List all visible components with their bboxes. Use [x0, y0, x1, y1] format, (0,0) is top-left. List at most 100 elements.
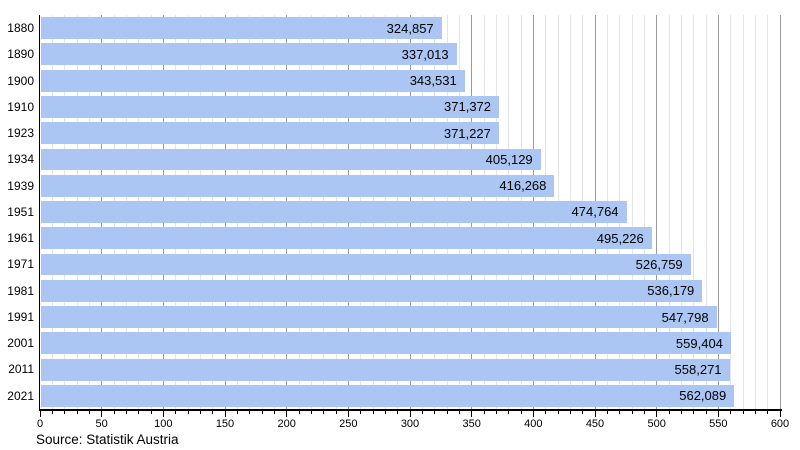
minor-grid-line [730, 15, 732, 409]
x-tick-label: 400 [524, 418, 543, 430]
bar: 526,759 [41, 253, 691, 276]
minor-axis-tick [76, 410, 78, 414]
minor-axis-tick [582, 410, 584, 414]
minor-axis-tick [495, 410, 497, 414]
minor-axis-tick [310, 410, 312, 414]
x-tick-label: 250 [339, 418, 358, 430]
year-label: 1934 [7, 152, 34, 167]
minor-axis-tick [569, 410, 571, 414]
bar-value-label: 559,404 [675, 335, 723, 351]
minor-axis-tick [125, 410, 127, 414]
year-label: 2011 [8, 362, 34, 377]
year-label: 1923 [7, 126, 34, 141]
bar-value-label: 558,271 [674, 362, 722, 378]
bar: 371,227 [41, 122, 499, 145]
minor-axis-tick [384, 410, 386, 414]
year-label: 1890 [7, 47, 34, 62]
major-axis-tick [347, 410, 349, 417]
minor-axis-tick [434, 410, 436, 414]
year-label: 1880 [7, 21, 34, 35]
minor-axis-tick [51, 410, 53, 414]
year-label: 1961 [7, 231, 34, 246]
x-tick-label: 500 [647, 418, 666, 430]
minor-axis-tick [693, 410, 695, 414]
major-axis-tick [532, 410, 534, 417]
year-label: 2021 [7, 388, 34, 403]
major-axis-tick [779, 410, 781, 417]
bar: 559,404 [41, 332, 731, 355]
minor-axis-tick [212, 410, 214, 414]
minor-axis-tick [249, 410, 251, 414]
year-label: 1971 [7, 257, 34, 272]
major-axis-tick [101, 410, 103, 417]
x-tick-label: 50 [95, 418, 108, 430]
minor-axis-tick [730, 410, 732, 414]
minor-axis-tick [187, 410, 189, 414]
minor-axis-tick [619, 410, 621, 414]
x-tick-label: 450 [585, 418, 605, 430]
major-axis-tick [162, 410, 164, 417]
bar-value-label: 337,013 [401, 46, 449, 62]
major-axis-tick [594, 410, 596, 417]
bar: 343,531 [41, 69, 465, 92]
year-label: 1939 [7, 178, 34, 193]
minor-axis-tick [372, 410, 374, 414]
minor-axis-tick [323, 410, 325, 414]
minor-axis-tick [64, 410, 66, 414]
minor-axis-tick [335, 410, 337, 414]
minor-grid-line [754, 15, 756, 409]
minor-axis-tick [360, 410, 362, 414]
minor-axis-tick [458, 410, 460, 414]
minor-grid-line [767, 15, 769, 409]
bar-value-label: 562,089 [679, 388, 727, 404]
minor-axis-tick [668, 410, 670, 414]
bar-value-label: 371,227 [443, 125, 491, 141]
year-label: 1991 [7, 309, 34, 324]
minor-axis-tick [643, 410, 645, 414]
minor-grid-line [693, 15, 695, 409]
minor-axis-tick [261, 410, 263, 414]
bar: 337,013 [41, 43, 457, 66]
minor-axis-tick [397, 410, 399, 414]
x-axis-line [38, 409, 782, 411]
minor-axis-tick [545, 410, 547, 414]
minor-axis-tick [742, 410, 744, 414]
x-tick-label: 550 [709, 418, 728, 430]
x-tick-label: 350 [462, 418, 481, 430]
major-axis-tick [39, 410, 41, 417]
minor-grid-line [643, 15, 645, 409]
bar: 474,764 [41, 201, 627, 223]
bar-value-label: 547,798 [661, 309, 709, 325]
bar: 371,372 [41, 96, 500, 118]
bar: 495,226 [41, 227, 652, 250]
bar-value-label: 474,764 [571, 204, 619, 220]
minor-axis-tick [421, 410, 423, 414]
major-grid-line [717, 15, 719, 409]
minor-axis-tick [483, 410, 485, 414]
bar: 547,798 [41, 306, 717, 328]
bar: 416,268 [41, 174, 555, 197]
bar-value-label: 324,857 [386, 20, 434, 36]
x-tick-label: 150 [215, 418, 235, 430]
minor-axis-tick [199, 410, 201, 414]
source-text: Source: Statistik Austria [36, 432, 179, 447]
major-grid-line [656, 15, 658, 409]
major-axis-tick [717, 410, 719, 417]
minor-axis-tick [520, 410, 522, 414]
minor-axis-tick [446, 410, 448, 414]
bar-value-label: 405,129 [485, 151, 533, 167]
y-axis-line [38, 15, 40, 411]
minor-axis-tick [138, 410, 140, 414]
year-label: 1910 [7, 99, 34, 114]
minor-grid-line [705, 15, 707, 409]
minor-grid-line [631, 15, 633, 409]
major-axis-tick [409, 410, 411, 417]
minor-axis-tick [767, 410, 769, 414]
x-tick-label: 600 [770, 418, 790, 430]
minor-axis-tick [236, 410, 238, 414]
minor-axis-tick [175, 410, 177, 414]
minor-axis-tick [273, 410, 275, 414]
major-grid-line [779, 15, 781, 409]
minor-axis-tick [680, 410, 682, 414]
